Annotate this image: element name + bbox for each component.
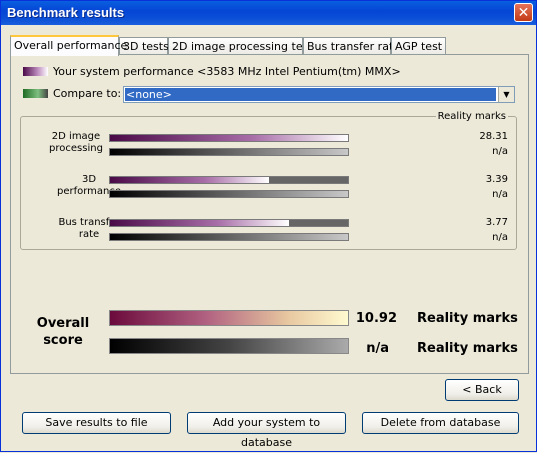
delete-from-database-button[interactable]: Delete from database [362,412,519,434]
value-3d: 3.39 [485,174,508,185]
tab-3d-tests[interactable]: 3D tests [119,37,169,54]
compare-to-select[interactable]: <none> ▼ [123,86,515,103]
window-title: Benchmark results [7,5,125,20]
overall-compare-unit: Reality marks [417,341,518,356]
bar-2d-image-yours [109,134,349,142]
overall-score-value: 10.92 [355,311,397,326]
bar-fill [110,234,348,240]
group-title: Reality marks [435,111,508,122]
your-system-swatch [23,67,48,76]
overall-compare-value: n/a [366,341,389,356]
overall-score-label: Overall score [36,316,90,348]
compare-value-bus: n/a [492,232,508,243]
compare-to-label: Compare to: [53,87,122,100]
tab-2d-image-processing-tests[interactable]: 2D image processing tests [168,37,318,54]
value-bus: 3.77 [485,217,508,228]
reality-marks-group: Reality marks [20,111,517,250]
bar-bus-yours [109,219,349,227]
row-label-3d: 3D performance [56,174,122,197]
compare-to-value: <none> [125,88,496,101]
bar-bus-compare [109,233,349,241]
overall-compare-bar [109,338,349,354]
back-button[interactable]: < Back [445,379,519,401]
overall-score-bar [109,310,349,326]
bar-fill [110,191,348,197]
bar-fill [110,149,348,155]
bar-fill [110,220,289,226]
add-system-button[interactable]: Add your system to database [187,412,346,449]
tab-agp-test[interactable]: AGP test [391,37,446,54]
tab-bus-transfer-rate[interactable]: Bus transfer rate [303,37,400,54]
compare-swatch [23,89,48,98]
title-bar[interactable]: Benchmark results ✕ [1,1,536,25]
save-results-button[interactable]: Save results to file [22,412,171,434]
your-system-label: Your system performance <3583 MHz Intel … [53,65,401,78]
row-label-bus: Bus transfer rate [58,217,120,240]
bar-fill [110,177,270,183]
compare-value-2d-image: n/a [492,146,508,157]
chevron-down-icon[interactable]: ▼ [498,87,514,102]
bar-2d-image-compare [109,148,349,156]
tab-overall-performance[interactable]: Overall performance [10,35,127,56]
row-label-2d-image: 2D image processing [49,131,103,154]
bar-3d-compare [109,190,349,198]
close-button[interactable]: ✕ [514,3,533,22]
overall-unit: Reality marks [417,311,518,326]
compare-value-3d: n/a [492,189,508,200]
bar-3d-yours [109,176,349,184]
value-2d-image: 28.31 [479,131,508,142]
bar-fill [110,135,348,141]
